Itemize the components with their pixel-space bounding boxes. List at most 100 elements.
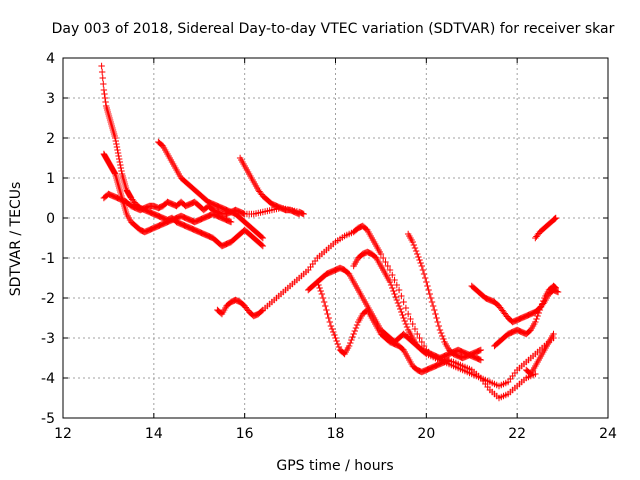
data-point bbox=[414, 330, 421, 338]
data-point bbox=[429, 302, 437, 310]
data-point bbox=[437, 329, 445, 337]
data-point bbox=[420, 270, 428, 278]
data-point bbox=[407, 315, 414, 323]
data-point bbox=[538, 300, 546, 308]
data-point bbox=[402, 304, 410, 312]
series-track-g bbox=[305, 264, 539, 402]
data-point bbox=[398, 308, 405, 316]
data-point bbox=[404, 310, 412, 318]
data-point bbox=[416, 334, 423, 342]
data-point bbox=[319, 294, 327, 302]
x-tick-label: 18 bbox=[327, 426, 345, 442]
x-axis-label: GPS time / hours bbox=[276, 458, 393, 474]
data-point bbox=[425, 286, 432, 294]
data-point bbox=[314, 278, 321, 286]
y-tick-label: 2 bbox=[46, 131, 55, 147]
data-point bbox=[316, 284, 323, 292]
data-point bbox=[423, 278, 430, 286]
data-point bbox=[116, 155, 123, 163]
data-point bbox=[331, 331, 338, 339]
data-point bbox=[113, 143, 121, 151]
data-point bbox=[440, 335, 447, 343]
data-point bbox=[395, 302, 403, 310]
data-point bbox=[415, 253, 422, 261]
data-point bbox=[353, 321, 361, 329]
data-point bbox=[402, 320, 410, 328]
data-point bbox=[227, 218, 235, 226]
series-track-b bbox=[100, 190, 307, 218]
data-point bbox=[117, 161, 124, 169]
data-point bbox=[419, 266, 427, 274]
data-point bbox=[534, 312, 541, 320]
data-point bbox=[427, 294, 435, 302]
grid-lines bbox=[63, 58, 608, 418]
data-point bbox=[421, 274, 429, 282]
data-point bbox=[536, 306, 544, 314]
data-point bbox=[352, 324, 360, 332]
data-point bbox=[111, 169, 118, 177]
data-point bbox=[115, 152, 122, 160]
data-point bbox=[101, 94, 109, 102]
data-point bbox=[432, 310, 439, 318]
data-point bbox=[431, 306, 438, 314]
series-track-i bbox=[350, 248, 485, 364]
data-point bbox=[326, 318, 334, 326]
data-point bbox=[351, 327, 359, 335]
y-tick-label: 0 bbox=[46, 211, 55, 227]
data-point bbox=[417, 259, 424, 267]
data-point bbox=[552, 214, 559, 222]
data-point bbox=[439, 332, 446, 340]
data-point bbox=[416, 256, 423, 264]
series-track-j bbox=[404, 230, 485, 362]
data-point bbox=[347, 339, 354, 347]
data-point bbox=[100, 86, 108, 94]
data-points bbox=[98, 62, 562, 402]
data-point bbox=[116, 158, 123, 166]
data-point bbox=[552, 284, 559, 292]
data-point bbox=[333, 337, 340, 345]
data-point bbox=[102, 98, 109, 106]
data-point bbox=[426, 290, 433, 298]
x-tick-label: 24 bbox=[599, 426, 617, 442]
series-track-c bbox=[100, 150, 235, 236]
x-tick-label: 22 bbox=[508, 426, 526, 442]
data-point bbox=[384, 262, 391, 270]
data-point bbox=[328, 325, 336, 333]
data-point bbox=[399, 311, 406, 319]
data-point bbox=[410, 241, 418, 249]
data-point bbox=[317, 287, 324, 295]
data-point bbox=[477, 346, 485, 354]
data-point bbox=[379, 254, 387, 262]
data-point bbox=[400, 314, 407, 322]
axis-ticks: 12 14 16 18 20 22 24 4 3 2 1 0 -1 -2 -3 -4 -5 bbox=[41, 51, 617, 442]
data-point bbox=[412, 247, 420, 255]
data-point bbox=[295, 210, 303, 218]
data-point bbox=[393, 281, 401, 289]
data-point bbox=[335, 343, 343, 351]
data-point bbox=[418, 262, 425, 270]
y-axis-label: SDTVAR / TECUs bbox=[8, 182, 24, 297]
data-point bbox=[400, 298, 407, 306]
y-tick-label: -1 bbox=[41, 251, 55, 267]
data-point bbox=[433, 314, 440, 322]
x-tick-label: 20 bbox=[417, 426, 435, 442]
data-point bbox=[390, 287, 397, 295]
series-track-e bbox=[236, 154, 303, 218]
y-tick-label: 3 bbox=[46, 91, 55, 107]
data-point bbox=[397, 305, 404, 313]
series-track-m bbox=[523, 330, 557, 378]
data-point bbox=[424, 282, 431, 290]
data-point bbox=[386, 266, 394, 274]
data-point bbox=[318, 290, 326, 298]
data-point bbox=[445, 356, 453, 364]
data-point bbox=[349, 333, 356, 341]
y-tick-label: 1 bbox=[46, 171, 55, 187]
data-point bbox=[117, 164, 125, 172]
x-tick-label: 16 bbox=[236, 426, 254, 442]
data-point bbox=[391, 276, 398, 284]
x-tick-label: 12 bbox=[54, 426, 72, 442]
data-point bbox=[398, 292, 405, 300]
data-point bbox=[535, 309, 542, 317]
data-point bbox=[540, 297, 547, 305]
